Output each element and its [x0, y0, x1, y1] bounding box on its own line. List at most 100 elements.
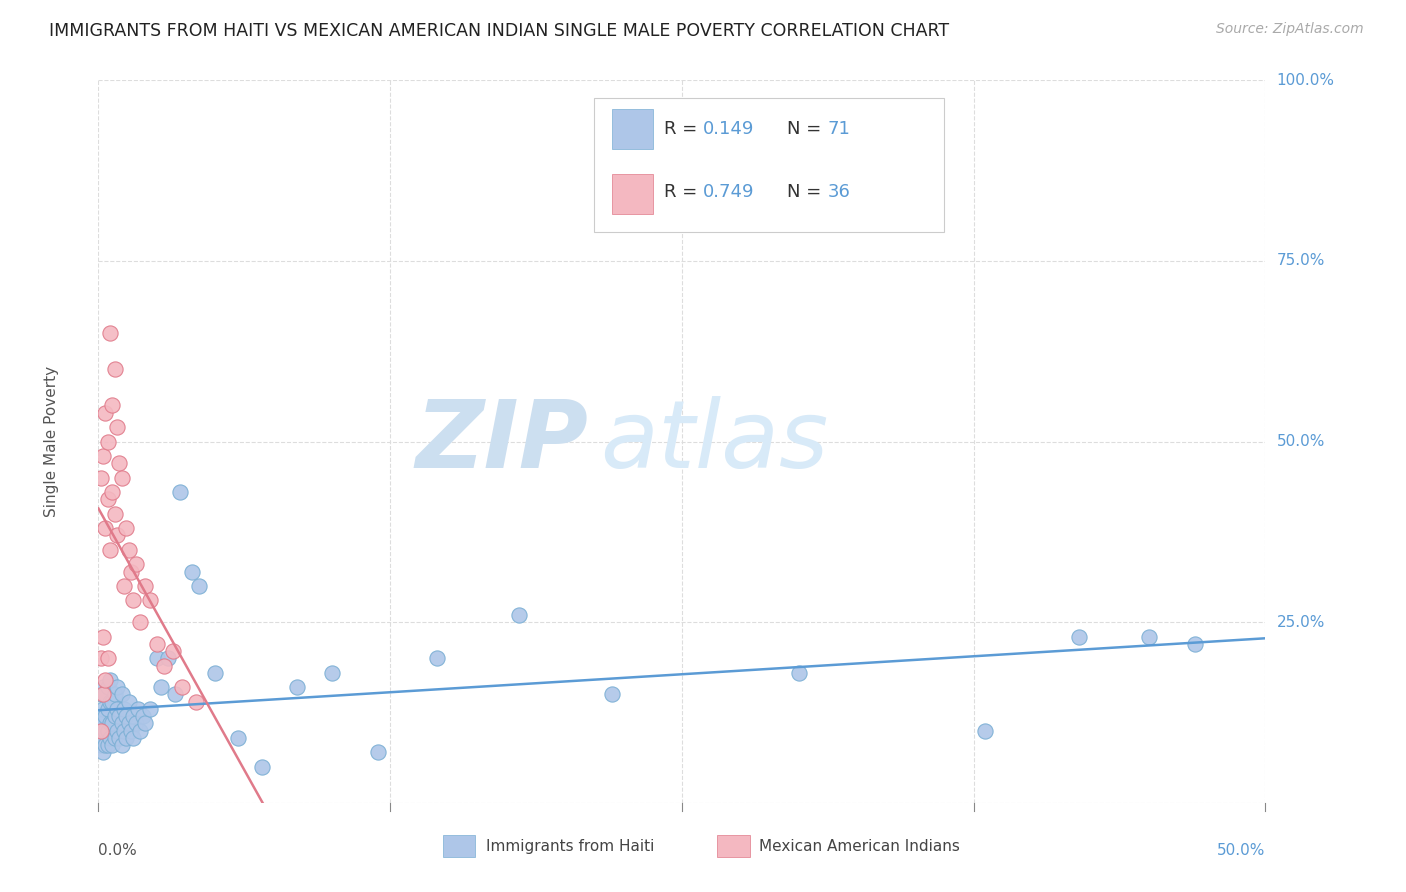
Point — [91, 702, 114, 716]
Point — [105, 723, 128, 738]
Point — [250, 760, 273, 774]
Point — [169, 485, 191, 500]
Text: N =: N = — [787, 183, 821, 202]
Point — [228, 731, 250, 745]
Text: Immigrants from Haiti: Immigrants from Haiti — [486, 838, 654, 854]
Point — [134, 579, 156, 593]
Text: R =: R = — [665, 120, 703, 138]
Text: Source: ZipAtlas.com: Source: ZipAtlas.com — [1216, 22, 1364, 37]
Point — [98, 542, 121, 557]
Point — [115, 709, 138, 723]
Point — [104, 709, 127, 723]
Point — [157, 651, 180, 665]
Point — [91, 745, 114, 759]
Point — [94, 521, 117, 535]
Text: 50.0%: 50.0% — [1218, 843, 1265, 857]
Point — [139, 593, 162, 607]
Point — [97, 738, 120, 752]
FancyBboxPatch shape — [612, 109, 652, 149]
Point — [97, 492, 120, 507]
Point — [367, 745, 389, 759]
Point — [132, 709, 155, 723]
Point — [105, 702, 128, 716]
Point — [90, 687, 112, 701]
Point — [101, 716, 124, 731]
Point — [165, 687, 187, 701]
Point — [101, 738, 124, 752]
Point — [91, 716, 114, 731]
Point — [111, 716, 134, 731]
Point — [91, 449, 114, 463]
Point — [125, 716, 148, 731]
Text: 75.0%: 75.0% — [1277, 253, 1324, 268]
Point — [98, 731, 121, 745]
Text: ZIP: ZIP — [416, 395, 589, 488]
Point — [94, 723, 117, 738]
Text: IMMIGRANTS FROM HAITI VS MEXICAN AMERICAN INDIAN SINGLE MALE POVERTY CORRELATION: IMMIGRANTS FROM HAITI VS MEXICAN AMERICA… — [49, 22, 949, 40]
Text: N =: N = — [787, 120, 821, 138]
Text: 0.149: 0.149 — [703, 120, 754, 138]
Point — [508, 607, 530, 622]
Point — [146, 651, 169, 665]
Text: R =: R = — [665, 183, 703, 202]
FancyBboxPatch shape — [443, 835, 475, 857]
Point — [118, 695, 141, 709]
Point — [180, 565, 202, 579]
FancyBboxPatch shape — [595, 98, 945, 232]
Point — [105, 680, 128, 694]
Point — [98, 695, 121, 709]
FancyBboxPatch shape — [612, 174, 652, 214]
Point — [101, 485, 124, 500]
Point — [108, 731, 131, 745]
Point — [112, 579, 135, 593]
Point — [134, 716, 156, 731]
Point — [285, 680, 308, 694]
Point — [90, 709, 112, 723]
Point — [105, 420, 128, 434]
Point — [97, 680, 120, 694]
Point — [787, 665, 810, 680]
Text: atlas: atlas — [600, 396, 828, 487]
Point — [204, 665, 226, 680]
Point — [94, 687, 117, 701]
Point — [186, 695, 208, 709]
Point — [162, 644, 184, 658]
Point — [600, 687, 623, 701]
Point — [94, 673, 117, 687]
Text: 25.0%: 25.0% — [1277, 615, 1324, 630]
Point — [111, 687, 134, 701]
Point — [426, 651, 449, 665]
Point — [97, 702, 120, 716]
Point — [112, 723, 135, 738]
Point — [120, 565, 142, 579]
Text: 100.0%: 100.0% — [1277, 73, 1334, 87]
Point — [94, 406, 117, 420]
Point — [139, 702, 162, 716]
Point — [146, 637, 169, 651]
Point — [127, 702, 149, 716]
Point — [111, 738, 134, 752]
Point — [104, 507, 127, 521]
Point — [94, 738, 117, 752]
Point — [172, 680, 194, 694]
Point — [97, 434, 120, 449]
Point — [974, 723, 997, 738]
Point — [118, 716, 141, 731]
Text: 0.749: 0.749 — [703, 183, 755, 202]
FancyBboxPatch shape — [717, 835, 749, 857]
Point — [91, 687, 114, 701]
Point — [122, 593, 145, 607]
Text: 36: 36 — [828, 183, 851, 202]
Point — [94, 709, 117, 723]
Text: Single Male Poverty: Single Male Poverty — [44, 366, 59, 517]
Point — [129, 723, 152, 738]
Point — [120, 723, 142, 738]
Point — [112, 702, 135, 716]
Text: Mexican American Indians: Mexican American Indians — [759, 838, 960, 854]
Point — [152, 658, 174, 673]
Point — [115, 521, 138, 535]
Point — [91, 680, 114, 694]
Point — [90, 470, 112, 484]
Point — [98, 673, 121, 687]
Point — [105, 528, 128, 542]
